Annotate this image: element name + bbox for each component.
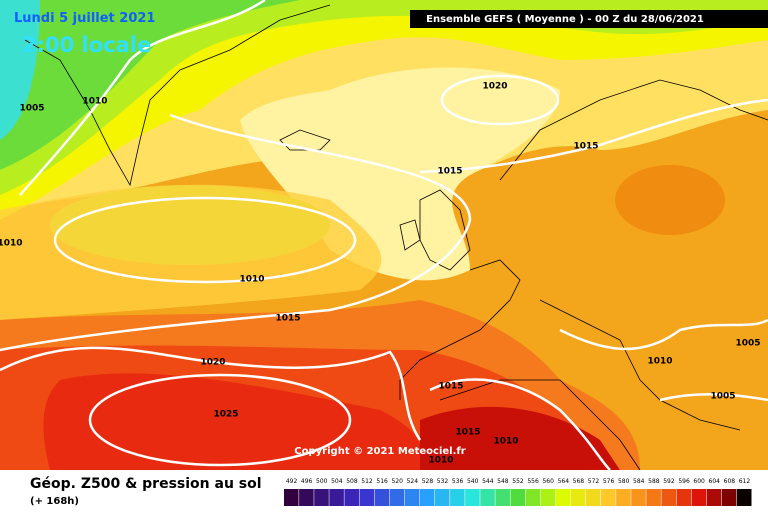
scale-swatch (721, 489, 737, 506)
scale-label: 520 (391, 478, 403, 485)
scale-swatch (434, 489, 450, 506)
isobar-label: 1010 (493, 437, 518, 447)
scale-swatch (706, 489, 722, 506)
model-title: Ensemble GEFS ( Moyenne ) - 00 Z du 28/0… (426, 14, 704, 25)
scale-label: 544 (482, 478, 494, 485)
scale-label: 532 (437, 478, 449, 485)
scale-swatch (419, 489, 435, 506)
scale-label: 556 (527, 478, 539, 485)
scale-swatch (661, 489, 677, 506)
scale-label: 512 (361, 478, 373, 485)
isobar-label: 1015 (438, 382, 463, 392)
scale-swatch (585, 489, 601, 506)
scale-swatch (570, 489, 586, 506)
scale-swatch (480, 489, 495, 506)
scale-swatch (540, 489, 556, 506)
scale-label: 592 (663, 478, 675, 485)
scale-swatch (601, 489, 616, 506)
scale-swatch (465, 489, 480, 506)
scale-swatch (736, 489, 752, 506)
color-scale: 492 496 500 504 508 512 516 520 524 528 532 536 540 5… (284, 478, 752, 506)
scale-swatch (495, 489, 510, 506)
scale-label: 560 (542, 478, 554, 485)
scale-label: 596 (678, 478, 690, 485)
copyright: Copyright © 2021 Meteociel.fr (294, 446, 465, 457)
scale-label: 608 (724, 478, 736, 485)
scale-label: 516 (376, 478, 388, 485)
scale-label: 588 (648, 478, 660, 485)
isobar-label: 1010 (0, 239, 23, 249)
scale-label: 600 (693, 478, 705, 485)
scale-label: 524 (407, 478, 419, 485)
isobars (0, 0, 768, 467)
isobar-label: 1010 (647, 357, 672, 367)
isobar-label: 1010 (428, 456, 453, 466)
scale-swatch (676, 489, 692, 506)
scale-swatch (404, 489, 420, 506)
map-time: 2:00 locale (22, 33, 151, 57)
scale-label: 604 (709, 478, 721, 485)
scale-swatch (284, 489, 299, 506)
scale-swatch (691, 489, 707, 506)
scale-label: 584 (633, 478, 645, 485)
isobar-label: 1010 (239, 275, 264, 285)
scale-label: 568 (573, 478, 585, 485)
isobar-label: 1020 (200, 358, 225, 368)
scale-label: 548 (497, 478, 509, 485)
isobar-labels: 1005 1010 1020 1015 1015 1010 1010 1015 … (0, 82, 761, 466)
model-banner (410, 10, 768, 28)
scale-swatch (555, 489, 571, 506)
scale-swatch (616, 489, 631, 506)
scale-label: 552 (512, 478, 524, 485)
scale-swatch (525, 489, 541, 506)
isobar-label: 1010 (82, 97, 107, 107)
scale-swatch (389, 489, 405, 506)
coastlines (24, 4, 768, 471)
scale-swatch (359, 489, 375, 506)
isobar-label: 1015 (573, 142, 598, 152)
map-background (0, 0, 768, 470)
scale-swatch (646, 489, 661, 506)
scale-swatch (329, 489, 344, 506)
scale-label: 576 (603, 478, 615, 485)
map-date: Lundi 5 juillet 2021 (14, 11, 155, 26)
legend-subtitle: (+ 168h) (30, 496, 79, 507)
scale-label: 612 (739, 478, 751, 485)
scale-label: 492 (286, 478, 298, 485)
scale-swatch (510, 489, 526, 506)
scale-swatch (314, 489, 329, 506)
isobar-label: 1005 (19, 104, 44, 114)
isobar-label: 1015 (275, 314, 300, 324)
scale-label: 572 (588, 478, 600, 485)
scale-label: 580 (618, 478, 630, 485)
isobar-label: 1020 (482, 82, 507, 92)
scale-label: 508 (346, 478, 358, 485)
scale-label: 536 (452, 478, 464, 485)
scale-label: 564 (558, 478, 570, 485)
isobar-label: 1015 (455, 428, 480, 438)
scale-swatch (344, 489, 359, 506)
scale-swatch (374, 489, 390, 506)
scale-swatch (631, 489, 646, 506)
scale-label: 540 (467, 478, 479, 485)
scale-label: 504 (331, 478, 343, 485)
scale-swatch (299, 489, 314, 506)
scale-label: 496 (301, 478, 313, 485)
scale-label: 528 (422, 478, 434, 485)
legend-title: Géop. Z500 & pression au sol (30, 476, 262, 492)
isobar-label: 1015 (437, 167, 462, 177)
isobar-label: 1025 (213, 410, 238, 420)
isobar-label: 1005 (735, 339, 760, 349)
scale-swatch (450, 489, 465, 506)
scale-label: 500 (316, 478, 328, 485)
isobar-label: 1005 (710, 392, 735, 402)
